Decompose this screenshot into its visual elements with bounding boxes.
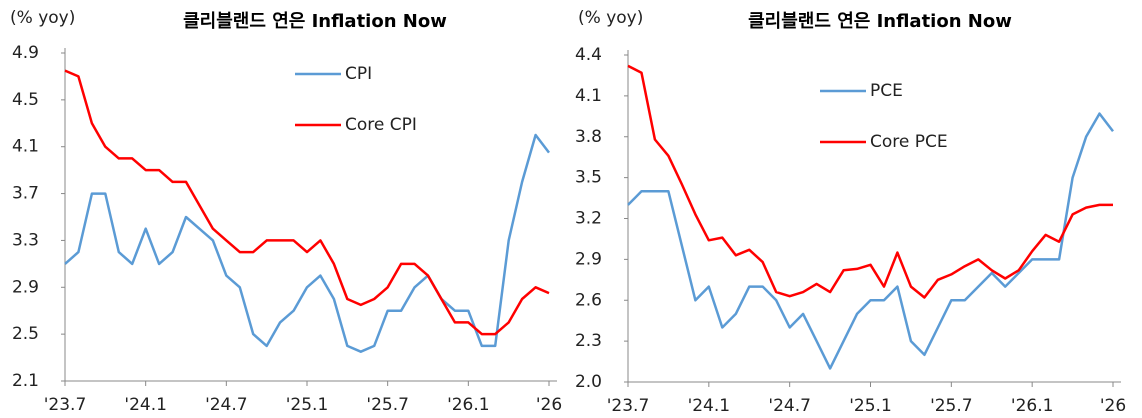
- legend-label: PCE: [870, 81, 903, 101]
- legend-label: Core CPI: [345, 115, 417, 135]
- y-tick-label: 2.3: [575, 331, 602, 351]
- y-tick-label: 2.9: [12, 277, 39, 297]
- x-tick-label: '25.1: [849, 396, 892, 416]
- y-tick-label: 3.3: [12, 230, 39, 250]
- y-tick-label: 3.5: [575, 168, 602, 188]
- x-tick-label: '26.1: [1011, 396, 1054, 416]
- y-tick-label: 2.0: [575, 372, 602, 392]
- y-tick-label: 4.1: [575, 86, 602, 106]
- y-tick-label: 2.5: [12, 324, 39, 344]
- y-tick-label: 3.7: [12, 184, 39, 204]
- series-line: [627, 112, 1114, 370]
- x-tick-label: '25.1: [286, 395, 329, 415]
- series-line: [64, 69, 550, 336]
- series-line: [627, 64, 1113, 299]
- x-tick-label: '23.7: [607, 396, 650, 416]
- x-tick-label: '24.1: [688, 396, 731, 416]
- y-axis-label: (% yoy): [578, 8, 643, 28]
- y-tick-label: 2.1: [12, 371, 39, 391]
- x-tick-label: '23.7: [44, 395, 87, 415]
- y-tick-label: 4.5: [12, 90, 39, 110]
- y-tick-label: 3.2: [575, 209, 602, 229]
- legend-label: CPI: [345, 64, 372, 84]
- y-tick-label: 2.9: [575, 249, 602, 269]
- x-tick-label: '26: [1100, 396, 1126, 416]
- y-tick-label: 4.4: [575, 45, 602, 65]
- legend-label: Core PCE: [870, 132, 948, 152]
- y-tick-label: 3.8: [575, 127, 602, 147]
- x-tick-label: '26: [536, 395, 562, 415]
- chart-title: 클리블랜드 연은 Inflation Now: [748, 11, 1012, 32]
- chart-title: 클리블랜드 연은 Inflation Now: [183, 11, 447, 32]
- x-tick-label: '25.7: [930, 396, 973, 416]
- x-tick-label: '24.1: [124, 395, 167, 415]
- y-axis-label: (% yoy): [10, 8, 75, 28]
- y-tick-label: 4.1: [12, 137, 39, 157]
- y-tick-label: 2.6: [575, 290, 602, 310]
- series-line: [64, 133, 550, 353]
- x-tick-label: '26.1: [447, 395, 490, 415]
- x-tick-label: '24.7: [768, 396, 811, 416]
- x-tick-label: '25.7: [366, 395, 409, 415]
- y-tick-label: 4.9: [12, 43, 39, 63]
- x-tick-label: '24.7: [205, 395, 248, 415]
